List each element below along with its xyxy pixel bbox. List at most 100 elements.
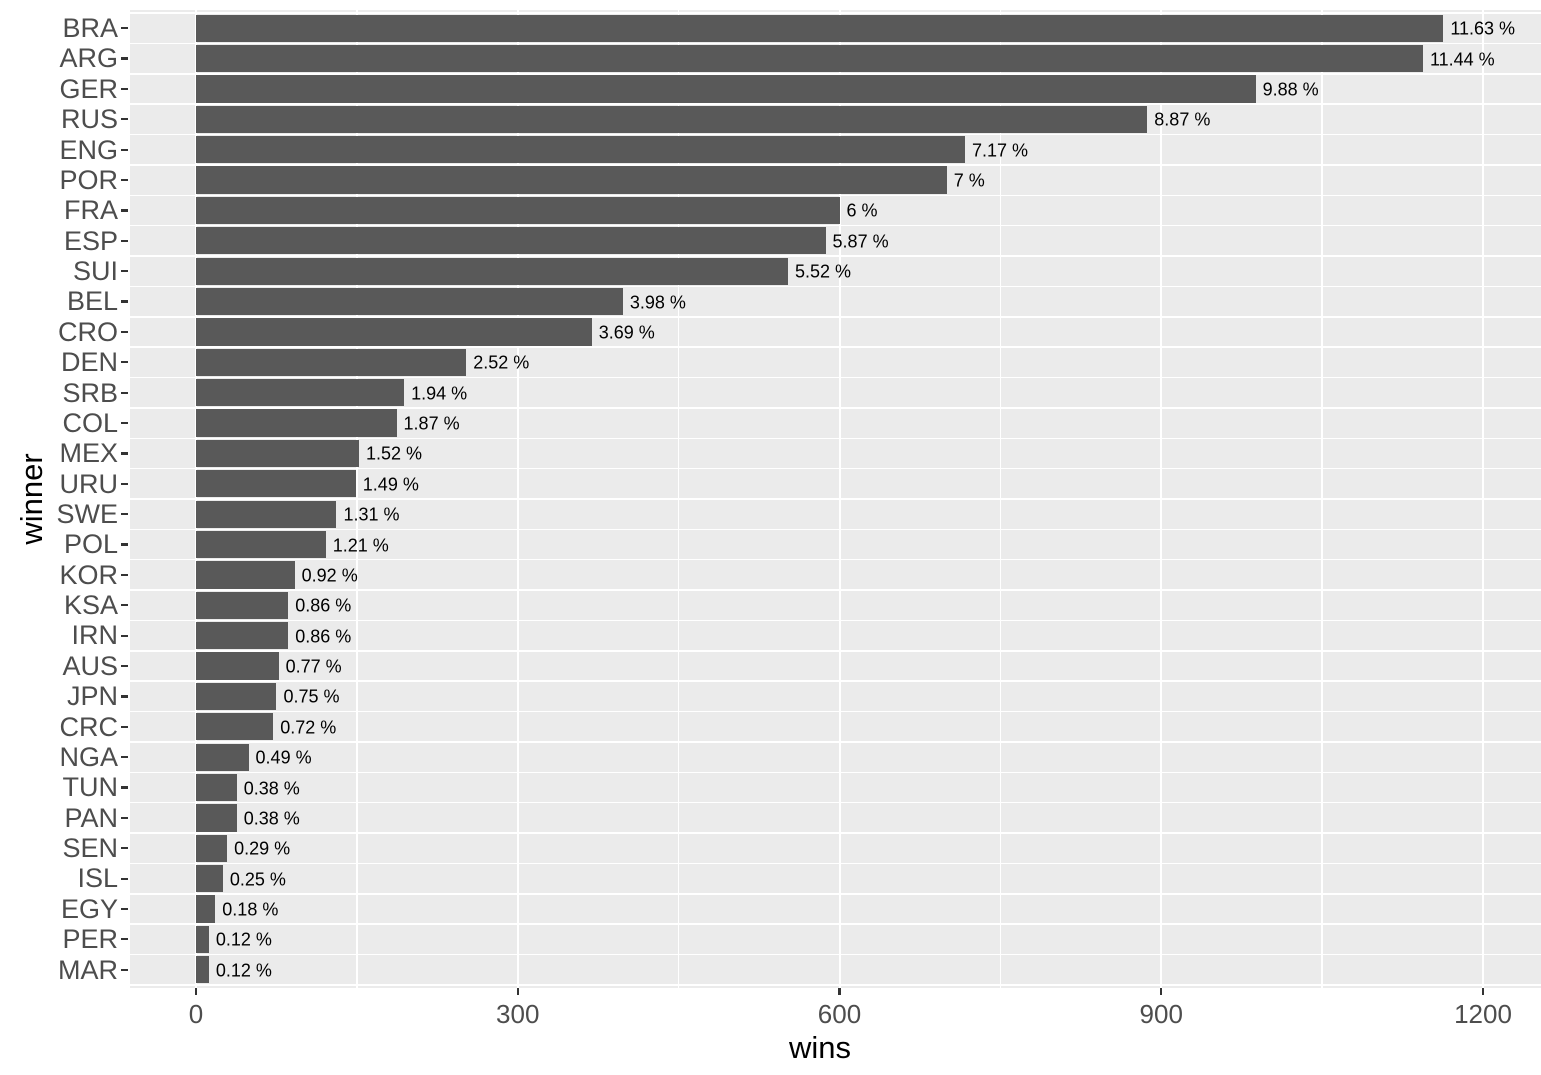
gridline-horizontal	[130, 953, 1541, 956]
gridline-horizontal	[130, 862, 1541, 865]
y-tick-label: KSA	[63, 590, 118, 621]
gridline-horizontal	[130, 255, 1541, 257]
gridline-horizontal	[130, 771, 1541, 774]
bar	[196, 622, 289, 650]
bar	[196, 196, 840, 225]
bar-value-label: 7.17 %	[971, 140, 1029, 161]
gridline-minor-vertical	[356, 10, 358, 988]
y-tick-label: PER	[62, 924, 118, 955]
gridline-horizontal	[130, 73, 1541, 75]
y-tick-label: POR	[59, 164, 118, 195]
x-tick-label: 0	[188, 999, 204, 1029]
y-tick-mark	[121, 118, 128, 121]
bar-value-label: 1.52 %	[366, 443, 423, 464]
y-tick-mark	[121, 573, 128, 577]
bar-value-label: 6 %	[846, 200, 878, 221]
y-tick-label: PAN	[64, 802, 118, 833]
bar	[196, 75, 1256, 103]
bar-value-label: 0.86 %	[295, 595, 352, 616]
y-tick-mark	[121, 847, 128, 850]
y-tick-mark	[121, 756, 128, 759]
bar	[196, 287, 623, 316]
bar-value-label: 5.87 %	[832, 231, 889, 252]
bar-value-label: 1.87 %	[403, 413, 460, 434]
y-tick-label: MEX	[59, 438, 118, 469]
bar	[196, 834, 228, 862]
y-tick-label: COL	[62, 407, 118, 438]
gridline-horizontal	[130, 316, 1541, 318]
bar-value-label: 0.49 %	[255, 747, 312, 768]
y-tick-label: SUI	[72, 256, 118, 287]
bar-value-label: 0.12 %	[215, 929, 272, 950]
gridline-minor-vertical	[999, 10, 1002, 988]
bar	[196, 956, 209, 984]
y-tick-mark	[121, 604, 128, 607]
y-tick-mark	[121, 148, 128, 151]
gridline-horizontal	[130, 650, 1541, 652]
gridline-horizontal	[130, 801, 1541, 804]
y-tick-mark	[121, 57, 128, 60]
gridline-horizontal	[130, 923, 1541, 925]
y-tick-mark	[121, 634, 128, 637]
y-tick-mark	[121, 938, 128, 941]
bar-value-label: 8.87 %	[1154, 109, 1211, 130]
y-tick-label: ISL	[77, 863, 118, 894]
gridline-major-vertical	[1482, 10, 1484, 988]
plot-panel	[130, 10, 1541, 988]
x-axis-title: wins	[788, 1030, 851, 1065]
bar	[196, 682, 277, 711]
bar-value-label: 3.98 %	[629, 292, 686, 313]
y-tick-label: EGY	[60, 893, 118, 924]
y-tick-mark	[121, 452, 128, 455]
y-tick-mark	[121, 421, 128, 425]
bar	[196, 591, 289, 619]
y-tick-label: CRC	[59, 711, 119, 742]
gridline-major-vertical	[838, 10, 841, 988]
y-tick-mark	[121, 300, 128, 303]
gridline-horizontal	[130, 103, 1541, 105]
y-tick-label: MAR	[58, 954, 118, 985]
gridline-horizontal	[130, 346, 1541, 348]
gridline-horizontal	[130, 467, 1541, 470]
gridline-horizontal	[130, 710, 1541, 713]
bar-value-label: 1.31 %	[343, 504, 400, 525]
y-tick-mark	[121, 27, 128, 30]
x-tick-label: 300	[496, 999, 540, 1029]
y-tick-mark	[121, 178, 128, 182]
gridline-horizontal	[130, 528, 1541, 531]
bar	[196, 105, 1148, 133]
bar-value-label: 0.77 %	[285, 656, 342, 677]
y-tick-label: BRA	[62, 13, 118, 44]
bar-value-label: 11.63 %	[1450, 18, 1516, 39]
gridline-horizontal	[130, 437, 1541, 439]
bar	[196, 530, 326, 559]
bar-value-label: 0.29 %	[234, 838, 291, 859]
bar	[196, 804, 237, 832]
gridline-major-vertical	[195, 10, 197, 988]
y-tick-mark	[121, 664, 128, 668]
gridline-horizontal	[130, 741, 1541, 743]
bar-value-label: 3.69 %	[598, 322, 655, 343]
bar-value-label: 0.72 %	[280, 717, 337, 738]
bar	[196, 743, 249, 771]
y-tick-mark	[121, 330, 128, 334]
gridline-horizontal	[130, 589, 1541, 591]
bar	[196, 44, 1423, 73]
y-tick-label: IRN	[71, 620, 119, 651]
y-tick-mark	[121, 907, 128, 911]
bar-value-label: 5.52 %	[795, 261, 852, 282]
y-tick-mark	[121, 87, 128, 91]
bar	[196, 561, 295, 589]
y-tick-mark	[121, 816, 128, 819]
y-tick-mark	[121, 239, 128, 242]
bar	[196, 14, 1444, 42]
bar	[196, 773, 237, 802]
bar-value-label: 7 %	[953, 170, 985, 191]
y-tick-mark	[121, 513, 128, 516]
x-tick-label: 600	[817, 999, 862, 1029]
gridline-horizontal	[130, 680, 1541, 682]
y-tick-mark	[121, 725, 128, 728]
y-tick-mark	[121, 482, 128, 485]
bar-value-label: 0.25 %	[229, 869, 286, 890]
